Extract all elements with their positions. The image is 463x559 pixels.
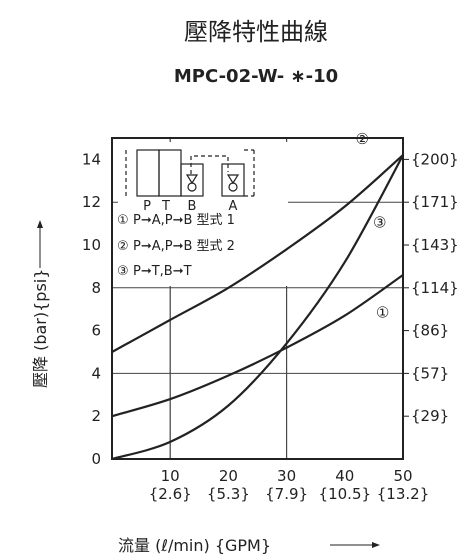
y-axis-title: 壓降 (bar){psi} <box>31 269 50 388</box>
y-axis-ticks: 0 2 4 6 8 10 12 14 <box>82 150 101 468</box>
legend-item-3-text: P➞T,B➞T <box>133 264 192 279</box>
x-tick-label: 40 <box>335 467 354 485</box>
x-tick-label: 10 <box>161 467 180 485</box>
psi-tick-label: {86} <box>411 322 449 340</box>
y-axis-title-group: 壓降 (bar){psi} <box>31 220 50 388</box>
psi-tick-label: {114} <box>411 279 459 297</box>
y-tick-label: 8 <box>91 279 101 297</box>
port-label-t: T <box>161 199 170 214</box>
x-tick-sublabel: {7.9} <box>265 485 308 503</box>
legend-item-2-marker: ② <box>117 239 129 254</box>
x-axis-arrow-head <box>372 542 380 548</box>
series-2-label: ② <box>356 130 369 148</box>
plot-frame <box>111 137 404 460</box>
series-1-curve <box>111 274 404 418</box>
legend-item-1-marker: ① <box>117 213 129 228</box>
y-tick-label: 6 <box>91 322 101 340</box>
legend-item-1-text: P➞A,P➞B 型式 1 <box>133 213 235 228</box>
y-tick-label: 0 <box>91 450 101 468</box>
y-tick-label: 4 <box>91 364 101 382</box>
port-label-p: P <box>143 199 151 214</box>
psi-tick-label: {200} <box>411 150 459 168</box>
x-axis-title: 流量 (ℓ/min) {GPM} <box>118 536 271 555</box>
port-label-b: B <box>188 199 197 214</box>
psi-tick-label: {171} <box>411 193 459 211</box>
y-tick-label: 12 <box>82 193 101 211</box>
x-tick-sublabel: {13.2} <box>377 485 430 503</box>
legend-box: P T B A ① P➞A,P➞B 型式 1 ② P➞A,P➞B 型式 2 ③ … <box>117 142 288 286</box>
series-labels: ① ② ③ <box>356 130 390 321</box>
x-tick-sublabel: {10.5} <box>319 485 372 503</box>
x-axis-ticks: 10{2.6} 20{5.3} 30{7.9} 40{10.5} 50{13.2} <box>149 467 430 503</box>
x-axis-title-group: 流量 (ℓ/min) {GPM} <box>118 536 380 555</box>
y-tick-label: 2 <box>91 407 101 425</box>
port-label-a: A <box>229 199 238 214</box>
psi-tick-label: {143} <box>411 236 459 254</box>
series-1-label: ① <box>376 303 389 321</box>
psi-tick-label: {29} <box>411 407 449 425</box>
legend-item-2-text: P➞A,P➞B 型式 2 <box>133 239 235 254</box>
page-title: 壓降特性曲線 <box>184 18 328 46</box>
psi-axis-ticks: {29} {57} {86} {114} {143} {171} {200} <box>403 150 459 425</box>
x-tick-label: 50 <box>393 467 412 485</box>
y-tick-label: 10 <box>82 236 101 254</box>
valve-symbol <box>125 149 255 197</box>
x-tick-sublabel: {2.6} <box>149 485 192 503</box>
x-tick-label: 20 <box>219 467 238 485</box>
y-tick-label: 14 <box>82 150 101 168</box>
model-subtitle: MPC-02-W- ∗-10 <box>174 66 338 87</box>
series-3-label: ③ <box>373 213 386 231</box>
x-tick-sublabel: {5.3} <box>207 485 250 503</box>
x-tick-label: 30 <box>277 467 296 485</box>
legend-item-3-marker: ③ <box>117 264 129 279</box>
series-3-curve <box>111 154 404 461</box>
psi-tick-label: {57} <box>411 364 449 382</box>
curves <box>111 154 404 461</box>
y-axis-arrow-head <box>37 220 43 228</box>
series-2-curve <box>111 154 404 353</box>
